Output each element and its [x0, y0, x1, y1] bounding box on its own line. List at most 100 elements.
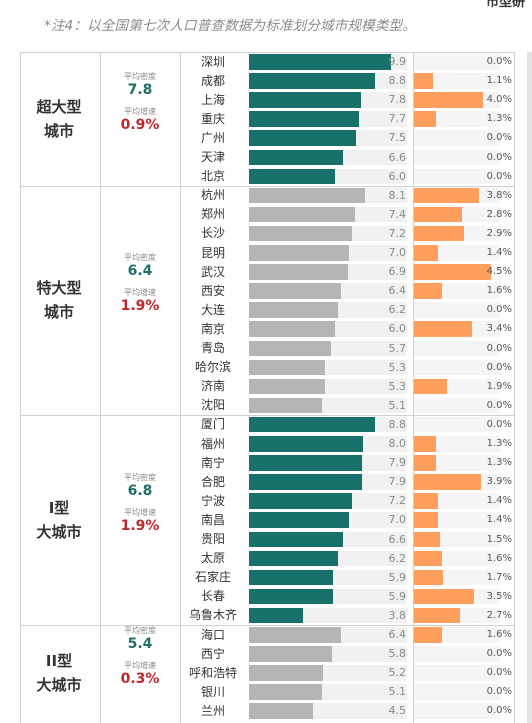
growth-value-label: 1.4%	[486, 514, 512, 526]
scroll-track[interactable]	[527, 52, 532, 723]
growth-track	[414, 703, 500, 719]
growth-value-label: 0.0%	[486, 170, 512, 182]
city-name: 郑州	[200, 207, 225, 222]
avg-density-value: 6.4	[127, 263, 153, 280]
density-value-label: 5.1	[388, 398, 407, 412]
city-name: 大连	[200, 302, 225, 317]
density-value-label: 7.2	[388, 494, 407, 508]
density-bar	[249, 512, 350, 528]
growth-value-label: 1.4%	[486, 247, 512, 258]
density-value-label: 7.8	[388, 93, 407, 107]
city-name: 北京	[200, 169, 225, 184]
density-value-label: 6.6	[388, 532, 407, 546]
density-bar	[249, 646, 332, 662]
density-bar	[249, 245, 350, 261]
growth-value-label: 3.4%	[486, 323, 512, 335]
frame-right-line	[514, 52, 515, 723]
city-name: 石家庄	[194, 570, 231, 585]
growth-value-label: 2.8%	[486, 208, 512, 220]
avg-growth-value: 0.9%	[120, 116, 160, 133]
avg-growth-label: 平均增速	[124, 106, 156, 116]
growth-value-label: 0.0%	[486, 418, 512, 430]
growth-value-label: 0.0%	[486, 151, 512, 163]
growth-bar	[414, 627, 442, 643]
density-bar	[249, 168, 335, 185]
tier-name-line: 大城市	[36, 675, 82, 694]
density-value-label: 5.3	[388, 360, 407, 374]
avg-growth-label: 平均增速	[124, 288, 156, 298]
density-value-label: 5.2	[388, 666, 407, 680]
density-bar	[249, 455, 362, 471]
tier-name-line: 特大型	[36, 279, 82, 298]
density-value-label: 7.2	[388, 226, 407, 240]
density-value-label: 7.0	[388, 246, 407, 259]
avg-density-label: 平均密度	[124, 253, 156, 263]
growth-value-label: 1.6%	[486, 629, 512, 640]
avg-density-value: 7.8	[127, 81, 153, 98]
group-separator	[20, 625, 514, 626]
density-bar	[249, 206, 355, 223]
density-bar	[249, 73, 375, 89]
growth-bar	[414, 245, 439, 261]
city-name: 贵阳	[200, 532, 225, 546]
growth-bar	[414, 187, 480, 204]
density-bar	[249, 54, 391, 70]
avg-density-label: 平均密度	[124, 472, 156, 482]
growth-track	[414, 416, 500, 433]
city-name: 昆明	[200, 245, 225, 260]
city-name: 青岛	[200, 341, 225, 355]
city-name: 深圳	[200, 54, 225, 69]
growth-bar	[414, 283, 442, 299]
growth-bar	[414, 455, 437, 471]
density-value-label: 6.9	[388, 265, 407, 279]
density-value-label: 6.2	[388, 551, 407, 565]
growth-value-label: 1.1%	[486, 75, 512, 87]
city-name: 成都	[200, 73, 225, 88]
density-value-label: 7.5	[388, 131, 407, 145]
growth-value-label: 0.0%	[486, 705, 512, 717]
growth-track	[414, 149, 500, 166]
growth-bar	[414, 225, 464, 242]
density-bar	[249, 111, 360, 127]
density-bar	[249, 416, 375, 433]
growth-bar	[414, 550, 442, 567]
city-name: 杭州	[200, 188, 225, 203]
growth-bar	[414, 512, 439, 528]
city-name: 沈阳	[200, 398, 225, 413]
density-bar	[249, 264, 348, 280]
growth-value-label: 0.0%	[486, 648, 512, 660]
density-value-label: 6.0	[388, 169, 407, 183]
growth-bar	[414, 569, 444, 586]
truncated-header-label: 市型研	[486, 0, 526, 10]
tier-name-line: 城市	[43, 121, 74, 140]
density-bar	[249, 92, 361, 108]
column-divider-growth	[413, 52, 414, 723]
frame-left-line	[20, 52, 21, 723]
density-value-label: 7.9	[388, 456, 407, 470]
density-value-label: 6.0	[388, 322, 407, 336]
city-name: 哈尔滨	[194, 360, 231, 375]
density-bar	[249, 187, 365, 204]
density-bar	[249, 607, 304, 624]
density-bar	[249, 684, 322, 700]
city-name: 合肥	[200, 474, 225, 489]
city-name: 广州	[200, 130, 225, 145]
city-name: 宁波	[200, 493, 225, 508]
density-bar	[249, 397, 322, 414]
tier-name-line: II型	[45, 651, 73, 670]
table-top-border	[20, 52, 514, 53]
density-bar	[249, 321, 335, 337]
density-bar	[249, 531, 344, 548]
growth-value-label: 2.9%	[486, 227, 512, 239]
density-value-label: 6.6	[388, 150, 407, 164]
density-bar	[249, 550, 338, 567]
growth-value-label: 1.3%	[486, 113, 512, 125]
density-value-label: 7.9	[388, 475, 407, 489]
city-name: 济南	[200, 379, 225, 394]
density-value-label: 8.8	[388, 417, 407, 431]
density-value-label: 6.4	[388, 284, 407, 298]
avg-density-value: 6.8	[127, 482, 153, 499]
city-name: 西安	[200, 283, 225, 298]
growth-bar	[414, 321, 473, 337]
avg-density-value: 5.4	[127, 635, 153, 652]
